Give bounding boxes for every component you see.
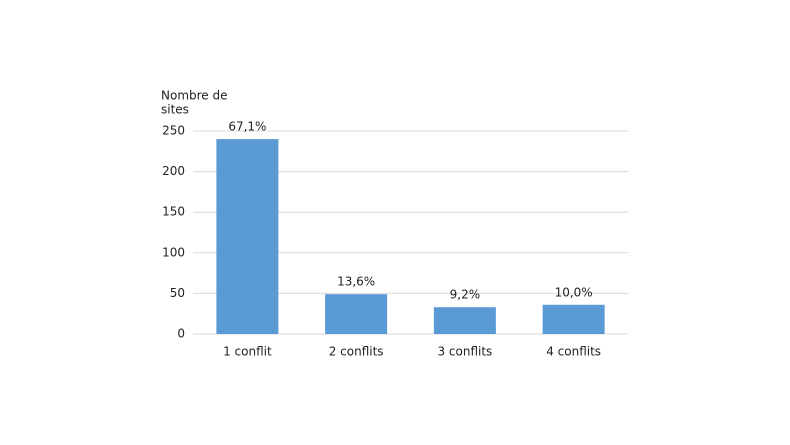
bar (542, 304, 605, 334)
y-tick-label: 0 (177, 327, 185, 341)
x-tick-label: 3 conflits (437, 345, 492, 359)
data-label: 9,2% (450, 288, 481, 302)
x-tick-label: 1 conflit (223, 345, 272, 359)
data-label: 67,1% (228, 120, 266, 134)
y-tick-label: 100 (162, 245, 185, 259)
y-axis-label: Nombre de (161, 89, 228, 103)
y-tick-label: 200 (162, 164, 185, 178)
data-label: 13,6% (337, 275, 375, 289)
y-tick-label: 150 (162, 205, 185, 219)
y-tick-label: 250 (162, 124, 185, 138)
y-tick-label: 50 (170, 286, 185, 300)
bar (216, 139, 279, 334)
bar (325, 294, 388, 334)
x-tick-label: 4 conflits (546, 345, 601, 359)
x-tick-label: 2 conflits (329, 345, 384, 359)
y-axis-label: sites (161, 103, 189, 117)
data-label: 10,0% (555, 285, 593, 299)
bar (433, 307, 496, 334)
